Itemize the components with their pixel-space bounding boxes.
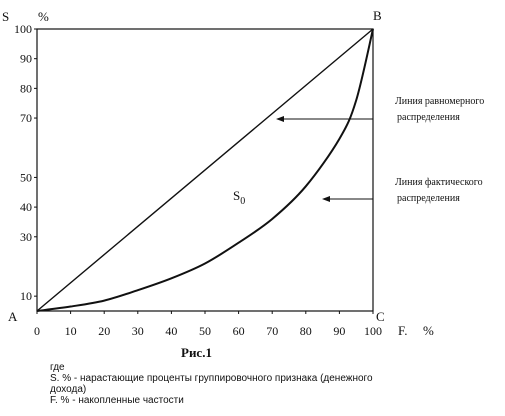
lorenz-curve-chart: 0 10 20 30 40 50 60 70 80 90 100 10 30 40 50 70 80 90 100 S…	[2, 8, 484, 338]
y-tick-label: 50	[20, 170, 32, 184]
area-label-s0: S0	[233, 188, 245, 207]
y-tick-label: 70	[20, 111, 32, 125]
x-tick-label: 50	[199, 324, 211, 338]
x-tick-label: 80	[300, 324, 312, 338]
x-tick-label: 10	[65, 324, 77, 338]
x-axis-label: F.	[398, 323, 407, 338]
y-axis-label: S	[2, 9, 9, 24]
y-tick-label: 10	[20, 289, 32, 303]
x-tick-label: 70	[266, 324, 278, 338]
figure-caption: Рис.1	[181, 345, 212, 360]
annotation-arrow-head	[276, 116, 284, 122]
annotation-arrow-head	[322, 196, 330, 202]
series-line-uniform-distribution	[36, 28, 374, 312]
notes-f-definition: F. % - накопленные частости	[50, 395, 184, 406]
x-tick-label: 100	[364, 324, 382, 338]
y-tick-label: 90	[20, 52, 32, 66]
legend-notes: где S. % - нарастающие проценты группиро…	[50, 362, 490, 406]
y-tick-label: 30	[20, 230, 32, 244]
x-tick-label: 60	[233, 324, 245, 338]
y-tick-label: 100	[14, 22, 32, 36]
y-tick-label: 80	[20, 81, 32, 95]
corner-label-b: B	[373, 8, 382, 23]
notes-where: где	[50, 362, 65, 373]
corner-label-c: C	[376, 309, 385, 324]
corner-label-a: A	[8, 309, 18, 324]
x-tick-label: 90	[333, 324, 345, 338]
x-tick-label: 20	[98, 324, 110, 338]
x-tick-label: 30	[132, 324, 144, 338]
x-axis-unit: %	[423, 323, 434, 338]
series-line-actual-distribution	[36, 28, 374, 312]
notes-s-definition: S. % - нарастающие проценты группировочн…	[50, 373, 373, 384]
y-tick-label: 40	[20, 200, 32, 214]
annotation-text: Линия равномерного распределения	[395, 96, 484, 123]
x-tick-label: 40	[165, 324, 177, 338]
notes-s-definition-cont: дохода)	[50, 384, 87, 395]
x-tick-label: 0	[34, 324, 40, 338]
annotation-text: Линия фактического распределения	[395, 177, 483, 204]
y-axis-unit: %	[38, 9, 49, 24]
